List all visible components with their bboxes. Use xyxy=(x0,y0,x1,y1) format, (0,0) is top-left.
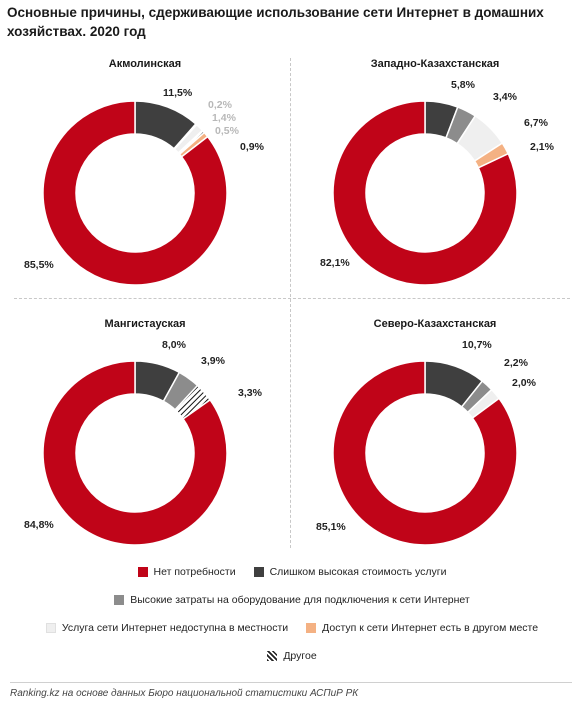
donut-chart: 8,0% 3,9% 3,3% 84,8% xyxy=(24,339,263,546)
data-label: 84,8% xyxy=(24,519,54,531)
legend-swatch-equipment-cost xyxy=(114,595,125,605)
panel-divider-horizontal xyxy=(14,298,570,299)
legend-swatch-elsewhere xyxy=(306,623,317,633)
data-label: 0,9% xyxy=(240,141,265,153)
panel-divider-vertical xyxy=(290,58,291,548)
legend-label: Слишком высокая стоимость услуги xyxy=(269,566,447,578)
data-label: 10,7% xyxy=(462,339,492,351)
legend-label: Высокие затраты на оборудование для подк… xyxy=(130,594,470,606)
legend-item-other: Другое xyxy=(267,650,317,662)
data-label: 3,9% xyxy=(201,355,226,367)
donut-chart: 5,8% 3,4% 6,7% 2,1% 82,1% xyxy=(320,79,555,286)
donut-slice-no-need xyxy=(42,360,228,546)
donut-slice-no-need xyxy=(332,360,518,546)
donut-panel-north-kazakhstan: Северо-Казахстанская 10,7% 2,2% 2,0% 85,1% xyxy=(290,318,580,568)
legend-row-2: Высокие затраты на оборудование для подк… xyxy=(0,594,584,606)
data-label: 85,1% xyxy=(316,521,346,533)
panel-title: Акмолинская xyxy=(108,58,182,70)
data-label: 0,2% xyxy=(208,99,233,111)
data-label: 3,4% xyxy=(493,91,518,103)
chart-title: Основные причины, сдерживающие использов… xyxy=(7,5,544,39)
donut-chart: 11,5% 0,2%1,4%0,5%0,9% 85,5% xyxy=(24,87,265,286)
legend-item-no-need: Нет потребности xyxy=(137,566,236,578)
donut-panel-mangystau: Мангистауская 8,0% 3,9% 3,3% 84,8% xyxy=(0,318,290,568)
legend-row-4: Другое xyxy=(0,650,584,662)
data-label: 3,3% xyxy=(238,387,263,399)
legend-row-3: Услуга сети Интернет недоступна в местно… xyxy=(0,622,584,634)
data-label: 1,4% xyxy=(212,112,237,124)
legend-label: Другое xyxy=(283,650,317,662)
data-label: 5,8% xyxy=(451,79,476,91)
donut-chart: 10,7% 2,2% 2,0% 85,1% xyxy=(316,339,537,546)
legend-label: Услуга сети Интернет недоступна в местно… xyxy=(61,622,289,634)
data-label: 82,1% xyxy=(320,257,350,269)
panel-title: Северо-Казахстанская xyxy=(373,318,497,330)
legend-swatch-no-need xyxy=(137,567,148,577)
donut-slice-no-need xyxy=(332,100,518,286)
legend-swatch-other-hatched xyxy=(267,651,278,661)
data-label: 85,5% xyxy=(24,259,54,271)
data-label: 2,2% xyxy=(504,357,529,369)
data-label: 2,1% xyxy=(530,141,555,153)
legend-label: Доступ к сети Интернет есть в другом мес… xyxy=(322,622,539,634)
data-label: 8,0% xyxy=(162,339,187,351)
legend-item-equipment-cost: Высокие затраты на оборудование для подк… xyxy=(114,594,470,606)
donut-panel-west-kazakhstan: Западно-Казахстанская 5,8% 3,4% 6,7% 2,1% 82… xyxy=(290,58,580,308)
legend-item-elsewhere: Доступ к сети Интернет есть в другом мес… xyxy=(306,622,538,634)
data-label: 6,7% xyxy=(524,117,549,129)
data-label: 2,0% xyxy=(512,377,537,389)
legend-item-unavailable: Услуга сети Интернет недоступна в местно… xyxy=(45,622,289,634)
source-footer: Ranking.kz на основе данных Бюро национа… xyxy=(10,688,359,699)
panel-title: Мангистауская xyxy=(104,318,186,330)
legend-swatch-high-cost xyxy=(253,567,264,577)
legend-swatch-unavailable xyxy=(45,623,56,633)
donut-panel-akmola: Акмолинская 11,5% 0,2% 1,4% 0,5% 0,9% 85,5% xyxy=(0,58,290,308)
data-label: 11,5% xyxy=(163,87,193,99)
legend-item-high-cost: Слишком высокая стоимость услуги xyxy=(253,566,447,578)
donut-slice-no-need xyxy=(42,100,228,286)
legend-row-1: Нет потребности Слишком высокая стоимост… xyxy=(0,566,584,578)
data-label: 0,5% xyxy=(215,125,240,137)
footer-divider xyxy=(10,682,572,683)
legend-label: Нет потребности xyxy=(153,566,236,578)
panel-title: Западно-Казахстанская xyxy=(370,58,500,70)
